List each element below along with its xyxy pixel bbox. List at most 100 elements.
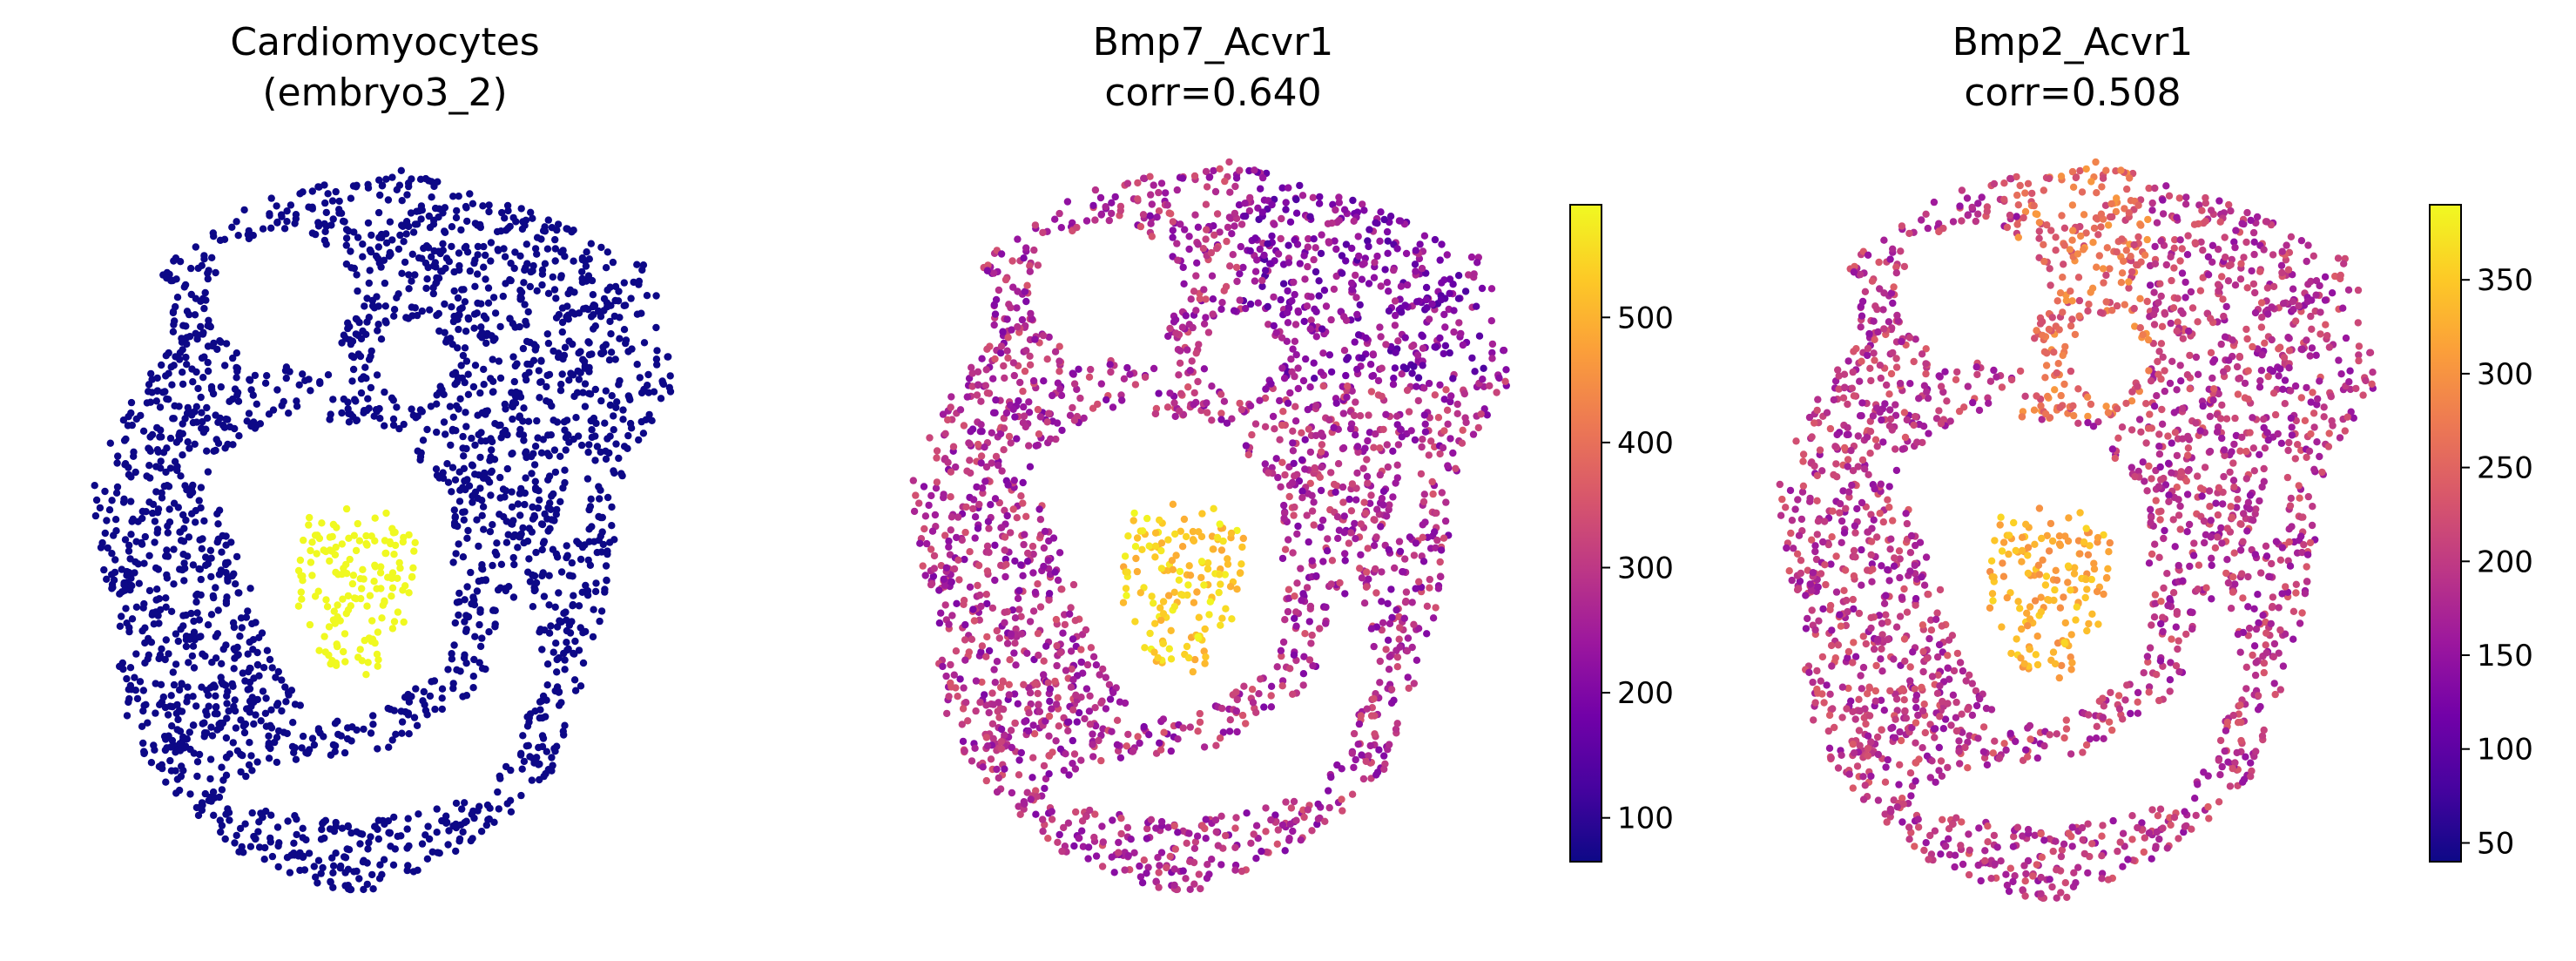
panel2-point-287 bbox=[1251, 267, 1260, 275]
panel1-point-2062 bbox=[441, 228, 449, 236]
panel1-point-2349 bbox=[152, 680, 159, 687]
panel2-point-312 bbox=[1055, 549, 1064, 557]
panel2-point-1823 bbox=[1192, 307, 1200, 315]
panel2-tick-label-4: 500 bbox=[1617, 301, 1674, 335]
panel2-point-1358 bbox=[989, 700, 998, 708]
panel2-point-1777 bbox=[942, 564, 951, 572]
panel2-point-831 bbox=[1218, 299, 1226, 307]
panel2-point-1711 bbox=[1177, 347, 1184, 355]
panel1-scatter bbox=[91, 166, 675, 894]
panel1-point-2057 bbox=[390, 312, 398, 320]
panel1-point-322 bbox=[185, 533, 193, 541]
panel2-point-1884 bbox=[1271, 425, 1278, 433]
panel3-point-9 bbox=[2234, 495, 2242, 504]
panel1-point-1604 bbox=[455, 193, 462, 200]
panel2-point-1875 bbox=[1053, 642, 1061, 650]
panel2-point-1392 bbox=[1400, 614, 1409, 622]
panel2-point-268 bbox=[1091, 186, 1100, 194]
panel1-point-138 bbox=[255, 843, 264, 851]
panel2-point-982 bbox=[1053, 661, 1061, 670]
panel2-point-1959 bbox=[1159, 640, 1168, 647]
panel2-point-1447 bbox=[1189, 323, 1197, 332]
panel2-point-1729 bbox=[1139, 211, 1148, 219]
panel1-point-2294 bbox=[346, 322, 354, 330]
panel2-point-1781 bbox=[1353, 443, 1362, 450]
panel2-point-38 bbox=[1055, 830, 1063, 839]
panel2-point-1441 bbox=[1023, 649, 1031, 657]
panel1-point-1982 bbox=[365, 279, 373, 288]
panel3-point-75 bbox=[1956, 659, 1965, 667]
panel2-point-826 bbox=[1089, 741, 1096, 748]
panel2-point-492 bbox=[1438, 240, 1446, 248]
panel1-point-1478 bbox=[595, 483, 603, 491]
panel1-point-1009 bbox=[217, 673, 225, 681]
panel1-point-2327 bbox=[360, 725, 368, 734]
panel1-point-1186 bbox=[154, 565, 162, 573]
panel1-point-604 bbox=[184, 683, 192, 691]
panel3-point-162 bbox=[2167, 319, 2175, 328]
panel3-point-107 bbox=[2359, 391, 2367, 399]
panel2-point-103 bbox=[1186, 885, 1194, 893]
panel1-point-2010 bbox=[172, 767, 179, 775]
panel1-point-687 bbox=[125, 541, 133, 550]
panel1-point-811 bbox=[231, 696, 239, 704]
panel2-point-1631 bbox=[943, 709, 951, 718]
panel1-point-807 bbox=[207, 723, 215, 731]
panel1-point-2273 bbox=[173, 775, 182, 783]
panel1-point-1225 bbox=[438, 386, 446, 394]
panel1-point-491 bbox=[454, 294, 462, 302]
panel1-point-551 bbox=[267, 224, 275, 232]
panel1-point-978 bbox=[320, 546, 327, 554]
panel2-point-2144 bbox=[1333, 513, 1342, 521]
panel1-point-2098 bbox=[520, 538, 528, 547]
panel2-point-1285 bbox=[1134, 179, 1142, 187]
panel2-point-1914 bbox=[1431, 343, 1439, 351]
panel2-point-2389 bbox=[915, 499, 923, 507]
panel1-point-89 bbox=[349, 572, 358, 579]
panel2-point-2224 bbox=[1264, 240, 1271, 247]
panel2-point-1425 bbox=[1390, 266, 1398, 274]
panel2-point-1248 bbox=[1419, 344, 1427, 352]
panel2-point-64 bbox=[1359, 200, 1366, 208]
panel2-point-2063 bbox=[1002, 560, 1010, 569]
panel2-point-1059 bbox=[1108, 209, 1116, 218]
panel2-point-822 bbox=[1171, 530, 1179, 538]
panel2-point-530 bbox=[1025, 442, 1033, 450]
panel1-point-1555 bbox=[405, 531, 413, 539]
panel1-point-267 bbox=[450, 641, 458, 649]
panel1-point-2221 bbox=[368, 617, 376, 625]
panel1-point-2340 bbox=[471, 282, 479, 290]
panel1-point-1988 bbox=[459, 693, 467, 700]
panel1-point-125 bbox=[162, 372, 170, 380]
panel2-point-1368 bbox=[1355, 720, 1364, 728]
panel2-point-2304 bbox=[1070, 416, 1079, 424]
panel1-point-1658 bbox=[204, 367, 212, 376]
panel1-point-2125 bbox=[158, 764, 166, 773]
panel2-point-1481 bbox=[927, 580, 935, 589]
panel2-point-1754 bbox=[1186, 857, 1194, 865]
panel2-point-2059 bbox=[1312, 572, 1320, 580]
panel1-point-2342 bbox=[553, 623, 562, 631]
panel1-point-714 bbox=[355, 318, 363, 327]
panel2-point-1790 bbox=[1194, 728, 1202, 735]
panel2-point-2188 bbox=[1277, 295, 1285, 304]
panel1-point-861 bbox=[384, 817, 393, 825]
panel1-point-1790 bbox=[367, 729, 375, 737]
panel1-point-1679 bbox=[484, 815, 492, 824]
panel2-colorbar-gradient bbox=[1569, 204, 1602, 863]
panel2-point-2107 bbox=[1136, 739, 1143, 748]
panel1-point-216 bbox=[377, 335, 386, 343]
panel1-point-1654 bbox=[374, 835, 382, 843]
panel1-point-894 bbox=[521, 301, 529, 308]
panel3-point-144 bbox=[2344, 286, 2353, 294]
panel1-point-1692 bbox=[570, 650, 578, 658]
panel1-point-1078 bbox=[267, 811, 275, 819]
panel3-point-111 bbox=[1883, 381, 1891, 389]
panel1-point-1140 bbox=[487, 239, 496, 247]
panel2-point-1619 bbox=[1183, 839, 1190, 847]
panel2-point-1523 bbox=[947, 468, 955, 476]
panel2-point-1347 bbox=[1097, 699, 1105, 707]
panel1-point-1784 bbox=[332, 568, 340, 577]
panel1-point-2077 bbox=[326, 416, 334, 423]
panel1-point-813 bbox=[204, 691, 212, 700]
